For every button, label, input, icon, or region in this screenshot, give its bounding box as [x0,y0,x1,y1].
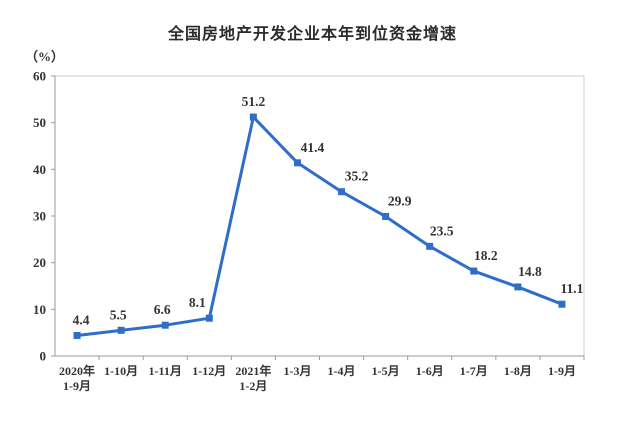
data-point-marker [514,283,522,291]
y-tick-label: 60 [33,69,46,84]
data-point-label: 29.9 [388,193,412,208]
x-tick-label: 1-7月 [460,364,488,378]
data-point-label: 23.5 [430,223,454,238]
data-point-label: 51.2 [242,94,266,109]
data-point-label: 35.2 [345,169,369,184]
data-series: 4.4 5.5 6.6 8.1 51.2 41.4 35.2 29.9 23.5 18.2 14.8… [73,94,584,339]
x-tick-label: 1-9月 [548,364,576,378]
data-point-label: 6.6 [154,302,171,317]
x-tick-label: 1-11月 [149,364,182,378]
y-tick-label: 0 [40,349,47,364]
y-tick-label: 10 [33,302,46,317]
data-point-marker [73,331,81,339]
data-point-label: 4.4 [73,312,90,327]
series-line [76,115,563,337]
y-tick-label: 40 [33,162,46,177]
data-point-label: 11.1 [561,281,584,296]
data-point-marker [470,267,478,275]
data-point-label: 41.4 [301,140,325,155]
data-point-marker [205,314,213,322]
y-tick-label: 20 [33,255,46,270]
data-point-marker [293,159,301,167]
x-tick-label: 1-3月 [283,364,311,378]
chart-title: 全国房地产开发企业本年到位资金增速 [167,26,457,43]
data-point-label: 18.2 [474,248,498,263]
y-axis-unit-label: （%） [25,49,65,64]
data-point-marker [426,242,434,250]
y-tick-label: 30 [33,209,46,224]
x-tick-label: 2021年 1-2月 [235,363,271,393]
x-tick-label: 1-10月 [104,364,138,378]
data-point-label: 14.8 [518,264,542,279]
data-point-marker [382,212,390,220]
x-tick-label: 1-5月 [372,364,400,378]
x-tick-label: 1-8月 [504,364,532,378]
x-tick-label: 1-12月 [192,364,226,378]
data-point-marker [338,188,346,196]
data-point-marker [161,321,169,329]
data-point-label: 8.1 [189,295,206,310]
plot-frame [55,75,585,356]
x-tick-label: 1-4月 [328,364,356,378]
data-point-marker [117,326,125,334]
data-point-label: 5.5 [110,307,127,322]
data-point-marker [249,113,257,121]
data-point-marker [558,300,566,308]
x-tick-label: 1-6月 [416,364,444,378]
x-tick-label: 2020年 1-9月 [59,363,95,393]
y-axis: 0 10 20 30 40 50 60 [33,69,56,364]
y-tick-label: 50 [33,115,46,130]
x-axis: 2020年 1-9月 1-10月 1-11月 1-12月 2021年 1-2月 1-3月 1-4… [55,355,585,393]
